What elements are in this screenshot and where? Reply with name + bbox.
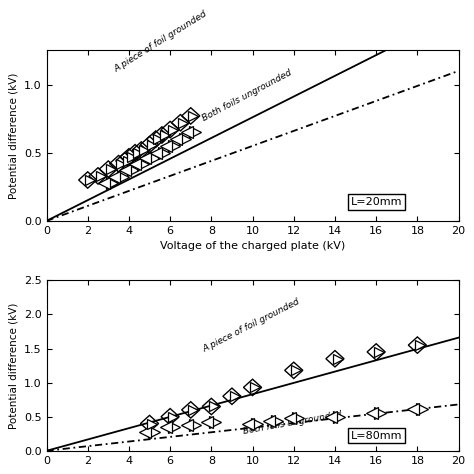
Text: Both foils ungrounded: Both foils ungrounded [201,68,293,123]
Y-axis label: Potential difference (kV): Potential difference (kV) [9,73,18,199]
Text: L=20mm: L=20mm [350,197,402,207]
Text: A piece of foil grounded: A piece of foil grounded [201,297,301,354]
Y-axis label: Potential difference (kV): Potential difference (kV) [9,302,18,429]
Text: A piece of foil grounded: A piece of foil grounded [112,9,209,73]
X-axis label: Voltage of the charged plate (kV): Voltage of the charged plate (kV) [160,241,345,251]
Text: Both foils ungrounded: Both foils ungrounded [242,410,342,436]
Text: L=80mm: L=80mm [350,430,402,440]
